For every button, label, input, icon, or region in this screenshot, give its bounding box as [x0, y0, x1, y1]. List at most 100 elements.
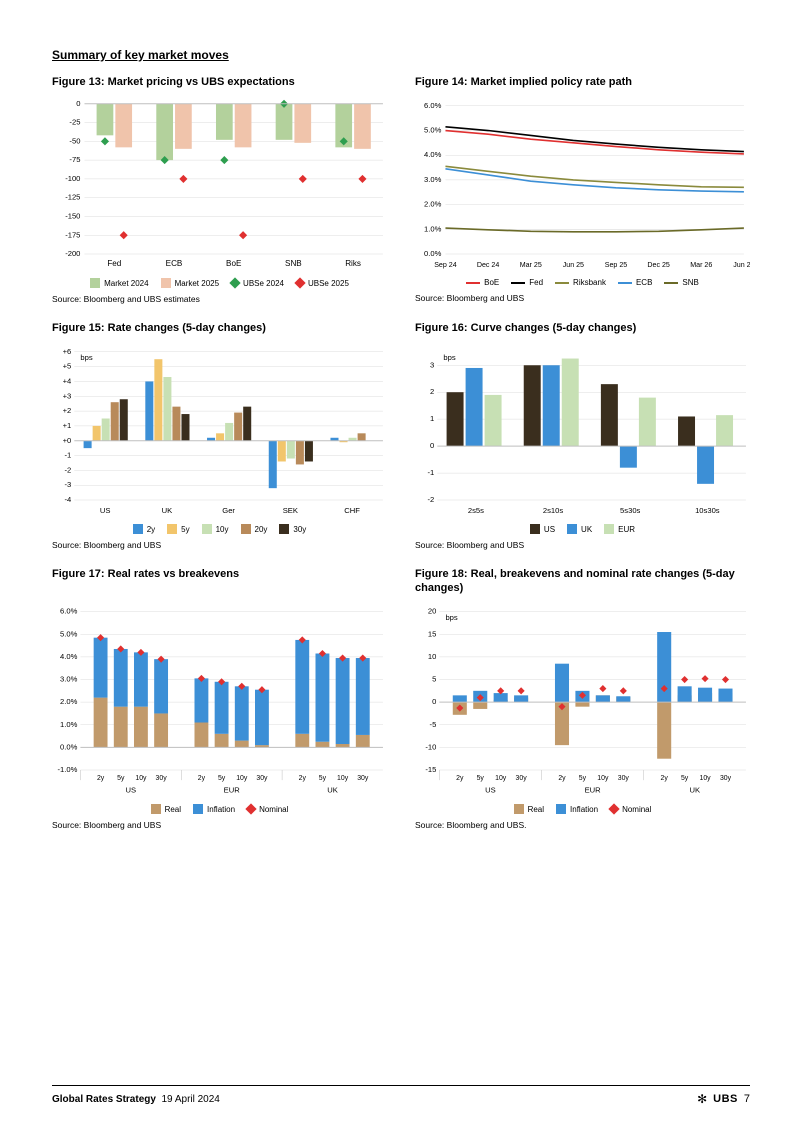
- svg-text:5y: 5y: [319, 775, 327, 782]
- svg-text:-200: -200: [65, 249, 80, 258]
- svg-text:2y: 2y: [456, 775, 464, 782]
- svg-text:-1: -1: [65, 451, 72, 460]
- fig16-chart: -2-10123bps2s5s2s10s5s30s10s30s: [415, 342, 750, 522]
- svg-text:5y: 5y: [579, 775, 587, 782]
- svg-text:-100: -100: [65, 174, 80, 183]
- svg-text:-75: -75: [69, 155, 80, 164]
- fig17-title: Figure 17: Real rates vs breakevens: [52, 568, 387, 596]
- svg-text:-10: -10: [425, 742, 436, 751]
- svg-text:SNB: SNB: [285, 259, 302, 268]
- svg-text:-2: -2: [65, 465, 72, 474]
- fig16-title: Figure 16: Curve changes (5-day changes): [415, 322, 750, 336]
- fig18-title: Figure 18: Real, breakevens and nominal …: [415, 568, 750, 596]
- footer-date: 19 April 2024: [161, 1094, 219, 1105]
- svg-text:-175: -175: [65, 230, 80, 239]
- svg-text:+6: +6: [63, 347, 72, 356]
- svg-text:Dec 24: Dec 24: [477, 261, 500, 269]
- svg-text:+0: +0: [63, 436, 72, 445]
- svg-text:bps: bps: [445, 613, 457, 622]
- fig17-legend: RealInflationNominal: [52, 804, 387, 814]
- svg-text:5y: 5y: [218, 775, 226, 782]
- svg-text:2s10s: 2s10s: [543, 506, 564, 515]
- svg-text:0.0%: 0.0%: [424, 249, 442, 258]
- fig15-source: Source: Bloomberg and UBS: [52, 540, 387, 550]
- fig14-title: Figure 14: Market implied policy rate pa…: [415, 76, 750, 90]
- svg-text:UK: UK: [690, 785, 701, 794]
- svg-text:-1: -1: [428, 468, 435, 477]
- svg-text:0: 0: [76, 99, 80, 108]
- ubs-keys-icon: ✻: [697, 1092, 707, 1106]
- svg-text:10: 10: [428, 652, 436, 661]
- footer-left: Global Rates Strategy 19 April 2024: [52, 1094, 220, 1105]
- svg-text:10y: 10y: [337, 775, 349, 782]
- svg-text:US: US: [485, 785, 496, 794]
- fig15-chart: -4-3-2-1+0+1+2+3+4+5+6bpsUSUKGerSEKCHF: [52, 342, 387, 522]
- svg-text:2: 2: [430, 387, 434, 396]
- svg-text:1.0%: 1.0%: [60, 720, 78, 729]
- svg-text:-4: -4: [65, 495, 73, 504]
- panel-fig18: Figure 18: Real, breakevens and nominal …: [415, 568, 750, 830]
- svg-text:5.0%: 5.0%: [424, 126, 442, 135]
- fig15-title: Figure 15: Rate changes (5-day changes): [52, 322, 387, 336]
- svg-text:0.0%: 0.0%: [60, 742, 78, 751]
- svg-text:2y: 2y: [558, 775, 566, 782]
- svg-text:15: 15: [428, 629, 436, 638]
- svg-text:-3: -3: [65, 480, 72, 489]
- svg-text:1.0%: 1.0%: [424, 224, 442, 233]
- svg-text:bps: bps: [80, 353, 92, 362]
- svg-text:EUR: EUR: [585, 785, 602, 794]
- svg-text:4.0%: 4.0%: [424, 150, 442, 159]
- fig16-source: Source: Bloomberg and UBS: [415, 540, 750, 550]
- svg-text:+5: +5: [63, 362, 72, 371]
- svg-text:Ger: Ger: [222, 506, 235, 515]
- svg-text:20: 20: [428, 607, 436, 616]
- svg-text:30y: 30y: [618, 775, 630, 782]
- svg-text:Fed: Fed: [107, 259, 121, 268]
- svg-text:10y: 10y: [597, 775, 609, 782]
- svg-text:-15: -15: [425, 765, 436, 774]
- fig17-source: Source: Bloomberg and UBS: [52, 820, 387, 830]
- fig13-source: Source: Bloomberg and UBS estimates: [52, 294, 387, 304]
- fig17-chart: -1.0%0.0%1.0%2.0%3.0%4.0%5.0%6.0%2y5y10y…: [52, 602, 387, 802]
- svg-text:5y: 5y: [477, 775, 485, 782]
- ubs-logo: UBS: [713, 1093, 738, 1105]
- svg-text:10y: 10y: [135, 775, 147, 782]
- svg-text:30y: 30y: [516, 775, 528, 782]
- svg-text:5.0%: 5.0%: [60, 629, 78, 638]
- svg-text:UK: UK: [162, 506, 173, 515]
- svg-text:EUR: EUR: [224, 785, 241, 794]
- svg-text:0: 0: [430, 441, 434, 450]
- panel-fig17: Figure 17: Real rates vs breakevens -1.0…: [52, 568, 387, 830]
- svg-text:BoE: BoE: [226, 259, 242, 268]
- svg-text:2y: 2y: [198, 775, 206, 782]
- svg-text:0: 0: [432, 697, 436, 706]
- svg-text:-2: -2: [428, 495, 435, 504]
- svg-text:4.0%: 4.0%: [60, 652, 78, 661]
- panel-fig13: Figure 13: Market pricing vs UBS expecta…: [52, 76, 387, 304]
- svg-text:5y: 5y: [117, 775, 125, 782]
- svg-text:US: US: [100, 506, 111, 515]
- svg-text:-150: -150: [65, 211, 80, 220]
- svg-text:2y: 2y: [299, 775, 307, 782]
- svg-text:30y: 30y: [720, 775, 732, 782]
- fig14-legend: BoEFedRiksbankECBSNB: [415, 278, 750, 287]
- svg-text:-50: -50: [69, 136, 80, 145]
- fig13-legend: Market 2024Market 2025UBSe 2024UBSe 2025: [52, 278, 387, 288]
- svg-text:+1: +1: [63, 421, 72, 430]
- svg-text:Jun 26: Jun 26: [733, 261, 750, 269]
- svg-text:CHF: CHF: [344, 506, 360, 515]
- fig14-chart: 0.0%1.0%2.0%3.0%4.0%5.0%6.0%Sep 24Dec 24…: [415, 96, 750, 276]
- svg-text:US: US: [126, 785, 137, 794]
- page-footer: Global Rates Strategy 19 April 2024 ✻ UB…: [52, 1085, 750, 1106]
- svg-text:+3: +3: [63, 391, 72, 400]
- svg-text:-125: -125: [65, 193, 80, 202]
- page-number: 7: [744, 1093, 750, 1105]
- panel-fig16: Figure 16: Curve changes (5-day changes)…: [415, 322, 750, 550]
- svg-text:10y: 10y: [700, 775, 712, 782]
- svg-text:30y: 30y: [156, 775, 168, 782]
- svg-text:Riks: Riks: [345, 259, 361, 268]
- svg-text:10y: 10y: [236, 775, 248, 782]
- svg-text:-1.0%: -1.0%: [57, 765, 77, 774]
- footer-title: Global Rates Strategy: [52, 1094, 156, 1105]
- svg-text:6.0%: 6.0%: [60, 607, 78, 616]
